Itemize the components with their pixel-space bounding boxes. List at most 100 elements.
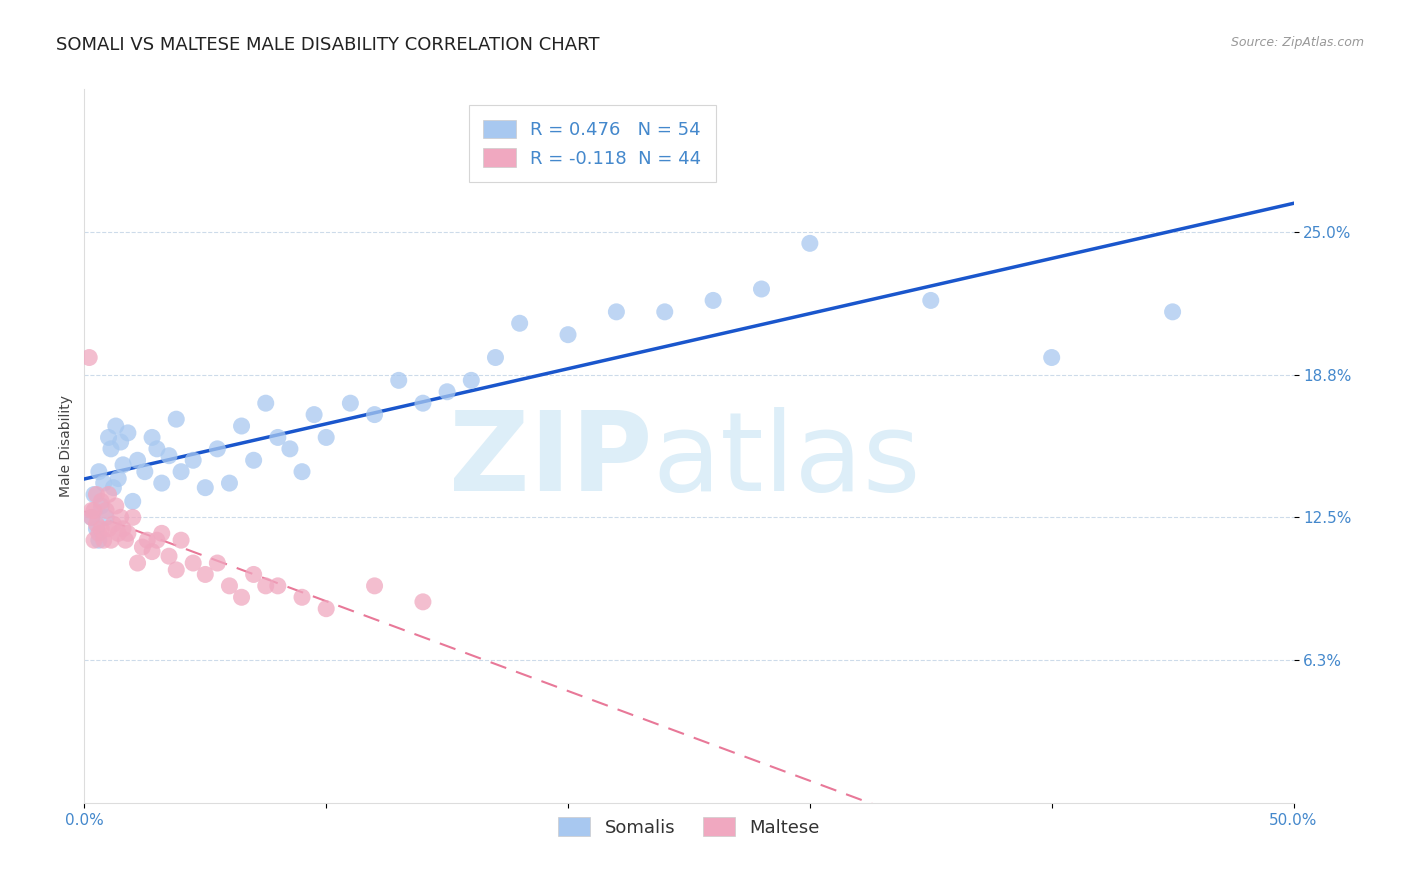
- Point: [100, 533, 122, 548]
- Point: [254, 396, 277, 410]
- Point: [157, 549, 180, 564]
- Point: [86, 487, 108, 501]
- Point: [412, 595, 434, 609]
- Point: [104, 419, 127, 434]
- Point: [484, 351, 506, 365]
- Point: [231, 419, 253, 434]
- Point: [127, 453, 149, 467]
- Point: [127, 556, 149, 570]
- Point: [363, 579, 385, 593]
- Point: [302, 408, 325, 422]
- Point: [207, 556, 229, 570]
- Point: [100, 442, 122, 456]
- Point: [103, 517, 125, 532]
- Point: [363, 408, 385, 422]
- Point: [170, 533, 193, 548]
- Point: [170, 465, 193, 479]
- Point: [315, 601, 337, 615]
- Point: [146, 442, 169, 456]
- Point: [157, 449, 180, 463]
- Point: [1040, 351, 1063, 365]
- Point: [121, 510, 143, 524]
- Point: [94, 510, 117, 524]
- Point: [141, 544, 163, 558]
- Point: [181, 453, 204, 467]
- Text: SOMALI VS MALTESE MALE DISABILITY CORRELATION CHART: SOMALI VS MALTESE MALE DISABILITY CORREL…: [56, 36, 600, 54]
- Point: [87, 465, 110, 479]
- Point: [112, 522, 135, 536]
- Point: [231, 591, 253, 605]
- Point: [165, 412, 187, 426]
- Point: [194, 481, 217, 495]
- Point: [1161, 305, 1184, 319]
- Legend: Somalis, Maltese: Somalis, Maltese: [551, 810, 827, 844]
- Y-axis label: Male Disability: Male Disability: [59, 395, 73, 497]
- Point: [107, 526, 129, 541]
- Point: [799, 236, 821, 251]
- Point: [412, 396, 434, 410]
- Point: [80, 510, 103, 524]
- Point: [218, 476, 240, 491]
- Point: [93, 476, 115, 491]
- Point: [654, 305, 676, 319]
- Point: [267, 579, 290, 593]
- Point: [242, 453, 264, 467]
- Point: [86, 517, 108, 532]
- Point: [278, 442, 301, 456]
- Point: [114, 533, 136, 548]
- Point: [110, 510, 132, 524]
- Point: [80, 503, 103, 517]
- Point: [87, 533, 110, 548]
- Point: [388, 373, 411, 387]
- Point: [254, 579, 277, 593]
- Point: [436, 384, 458, 399]
- Point: [242, 567, 264, 582]
- Point: [181, 556, 204, 570]
- Point: [131, 540, 153, 554]
- Point: [94, 503, 117, 517]
- Point: [87, 526, 110, 541]
- Point: [136, 533, 159, 548]
- Point: [291, 465, 314, 479]
- Point: [557, 327, 579, 342]
- Point: [77, 351, 100, 365]
- Point: [97, 487, 120, 501]
- Point: [150, 476, 173, 491]
- Point: [121, 494, 143, 508]
- Point: [267, 430, 290, 444]
- Point: [315, 430, 337, 444]
- Text: atlas: atlas: [652, 407, 921, 514]
- Point: [90, 522, 112, 536]
- Point: [104, 499, 127, 513]
- Point: [150, 526, 173, 541]
- Point: [207, 442, 229, 456]
- Point: [134, 465, 156, 479]
- Point: [97, 430, 120, 444]
- Point: [920, 293, 942, 308]
- Point: [103, 481, 125, 495]
- Point: [90, 499, 112, 513]
- Point: [117, 526, 139, 541]
- Point: [83, 503, 105, 517]
- Point: [460, 373, 482, 387]
- Point: [83, 533, 105, 548]
- Text: ZIP: ZIP: [450, 407, 652, 514]
- Point: [165, 563, 187, 577]
- Point: [93, 533, 115, 548]
- Point: [110, 435, 132, 450]
- Point: [509, 316, 531, 330]
- Text: Source: ZipAtlas.com: Source: ZipAtlas.com: [1230, 36, 1364, 49]
- Point: [218, 579, 240, 593]
- Point: [112, 458, 135, 472]
- Point: [605, 305, 627, 319]
- Point: [194, 567, 217, 582]
- Point: [141, 430, 163, 444]
- Point: [117, 425, 139, 440]
- Point: [107, 471, 129, 485]
- Point: [339, 396, 361, 410]
- Point: [146, 533, 169, 548]
- Point: [80, 510, 103, 524]
- Point: [90, 494, 112, 508]
- Point: [97, 522, 120, 536]
- Point: [702, 293, 724, 308]
